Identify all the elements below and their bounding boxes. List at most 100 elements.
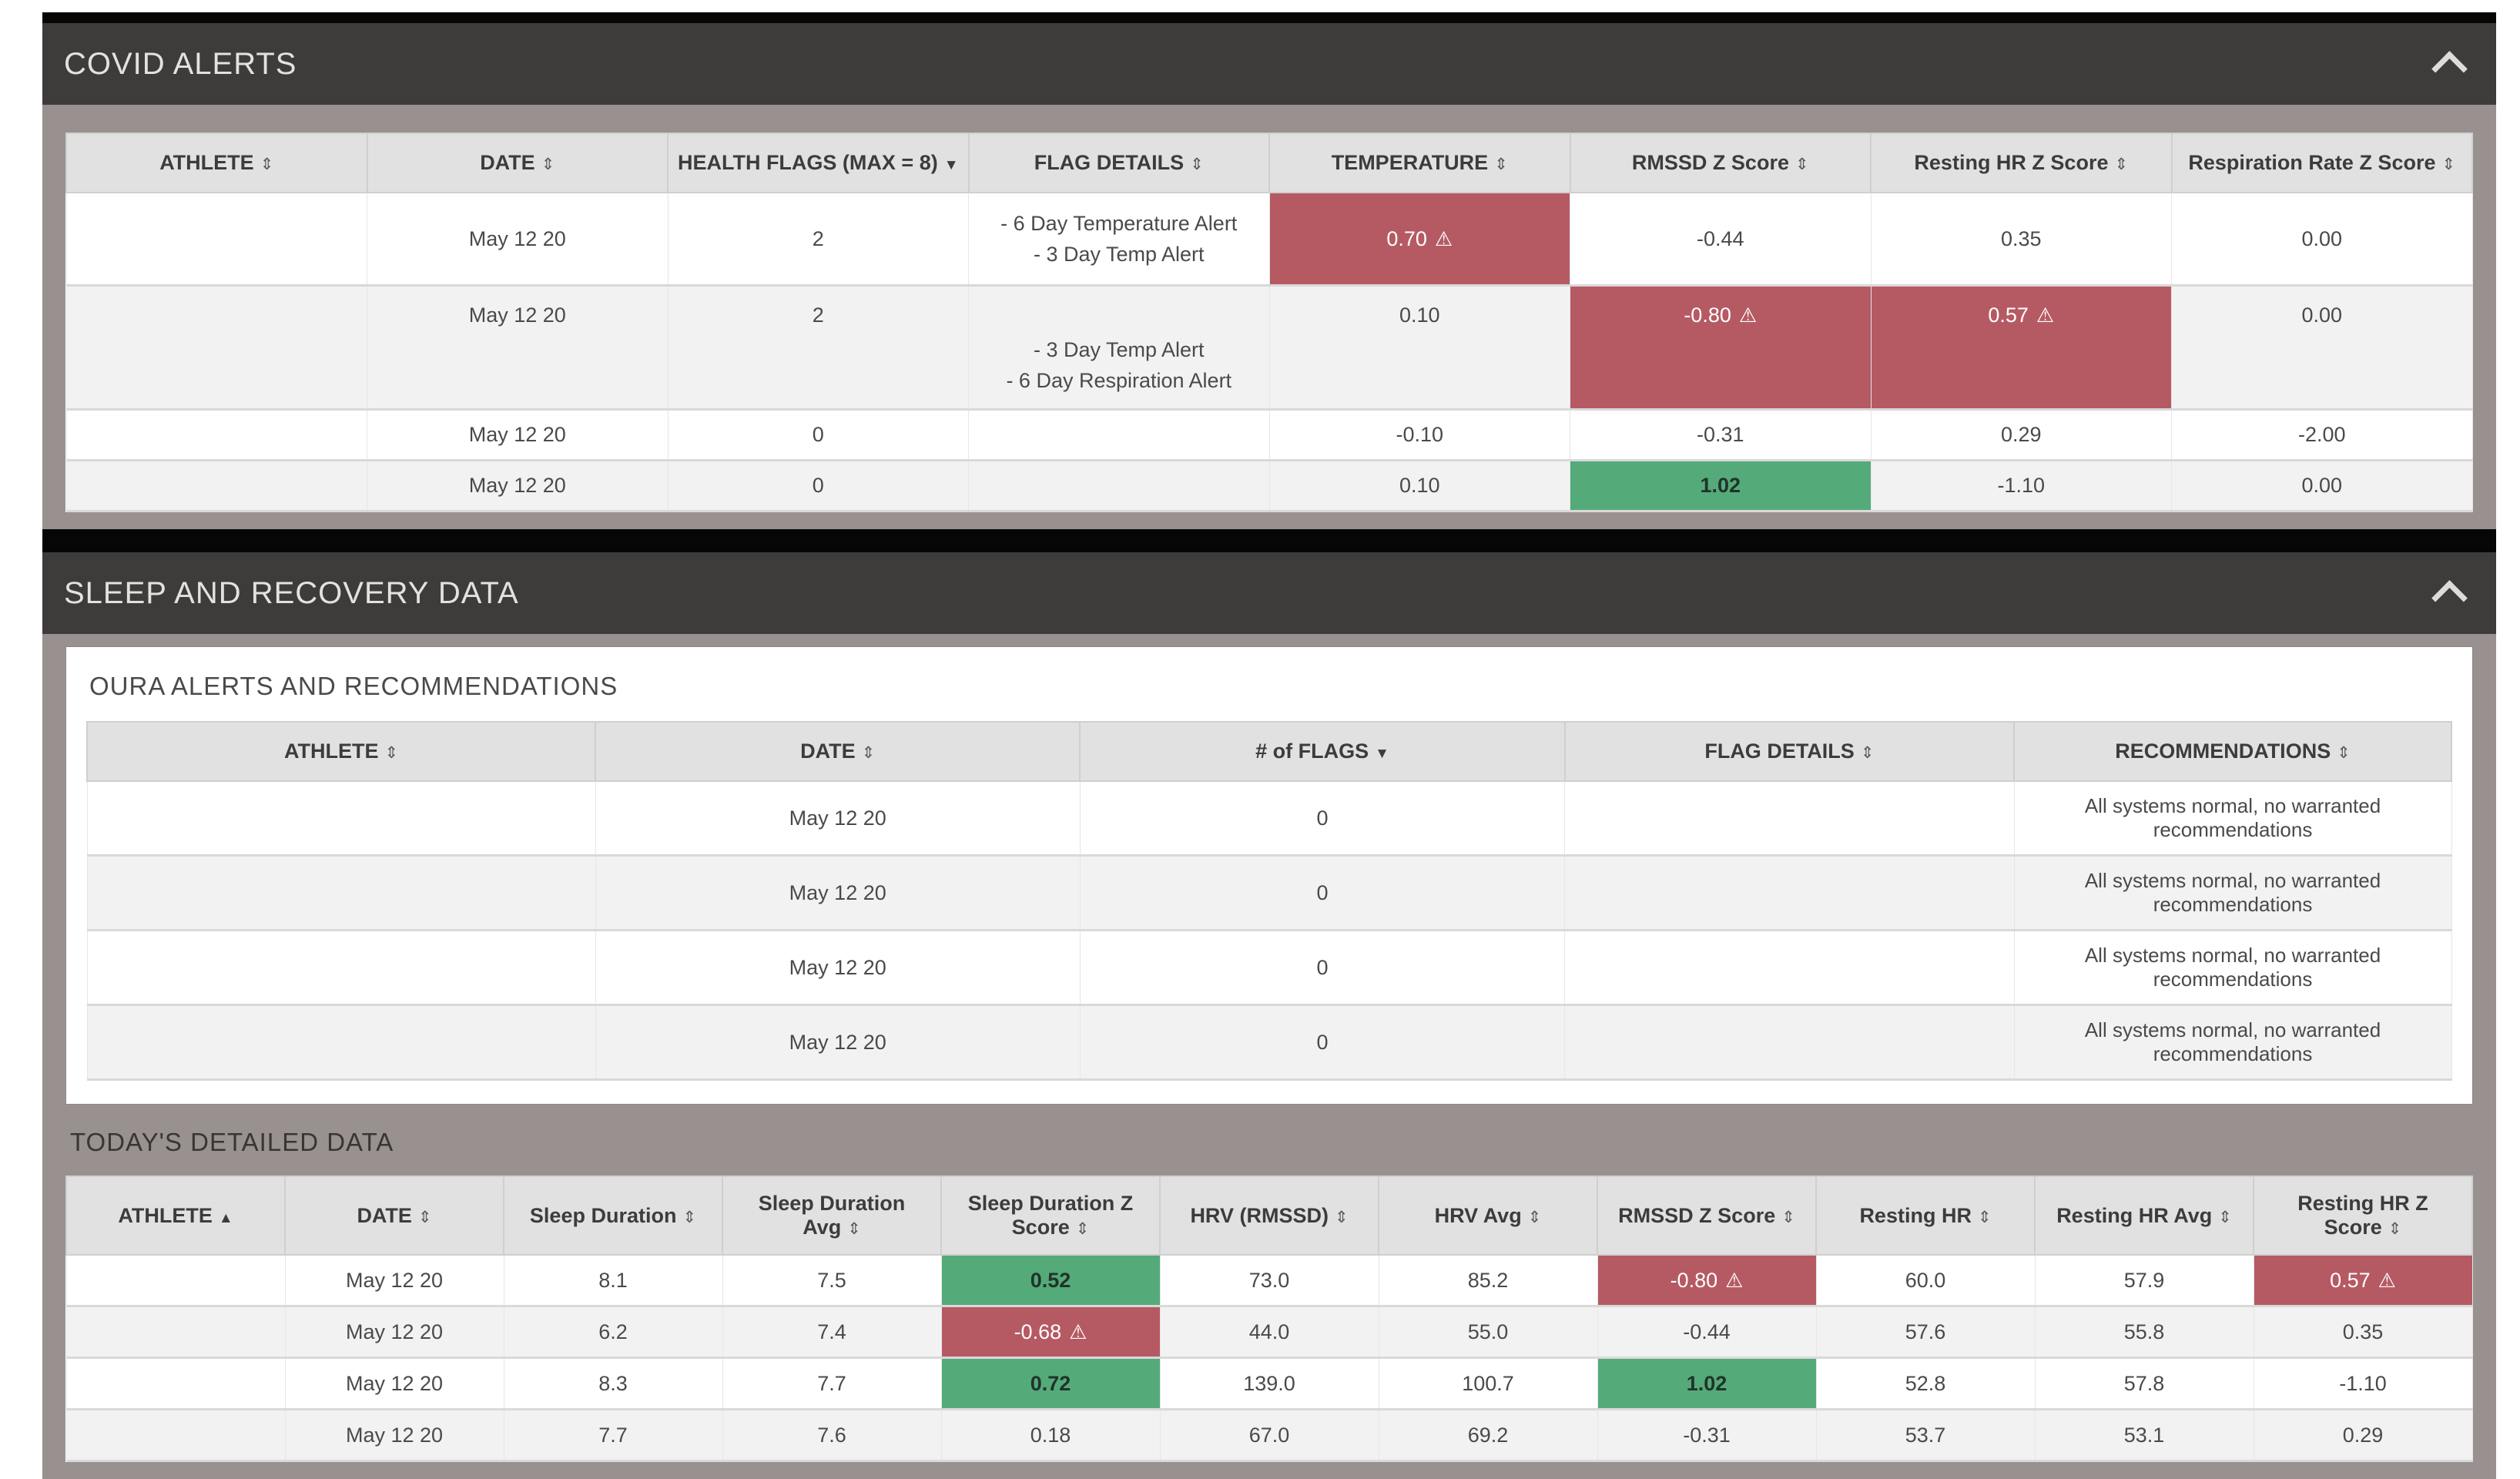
temperature-cell: 0.10 bbox=[1268, 460, 1570, 512]
sort-icon: ⇕ bbox=[384, 744, 399, 762]
column-header-num-flags[interactable]: # of FLAGS ▼ bbox=[1079, 721, 1566, 782]
column-header-temperature[interactable]: TEMPERATURE ⇕ bbox=[1268, 132, 1571, 193]
date-cell: May 12 20 bbox=[284, 1306, 504, 1359]
column-header-date[interactable]: DATE ⇕ bbox=[284, 1175, 504, 1256]
covid-table-header: ATHLETE ⇕ DATE ⇕ HEALTH FLAGS (MAX = 8) ▼ F… bbox=[65, 132, 2473, 193]
sort-icon: ⇕ bbox=[260, 156, 274, 173]
table-row: May 12 20 0 All systems normal, no warra… bbox=[86, 855, 2452, 931]
covid-alerts-section-header[interactable]: COVID ALERTS bbox=[42, 23, 2496, 105]
date-cell: May 12 20 bbox=[595, 1004, 1081, 1081]
sort-icon: ⇕ bbox=[1075, 1220, 1090, 1238]
column-header-sleep-duration-z[interactable]: Sleep Duration Z Score ⇕ bbox=[940, 1175, 1161, 1256]
column-label: RMSSD Z Score bbox=[1631, 151, 1789, 174]
resting-hr-z-cell-alert: 0.57 ⚠ bbox=[2253, 1255, 2473, 1307]
column-header-respiration-z[interactable]: Respiration Rate Z Score ⇕ bbox=[2170, 132, 2473, 193]
chevron-up-icon[interactable] bbox=[2431, 579, 2468, 616]
column-label: DATE bbox=[800, 740, 856, 763]
column-header-flag-details[interactable]: FLAG DETAILS ⇕ bbox=[1563, 721, 2016, 782]
column-header-athlete[interactable]: ATHLETE ⇕ bbox=[65, 132, 368, 193]
date-cell: May 12 20 bbox=[595, 855, 1081, 931]
column-header-sleep-duration-avg[interactable]: Sleep Duration Avg ⇕ bbox=[722, 1175, 942, 1256]
sort-asc-icon: ▲ bbox=[218, 1209, 233, 1226]
athlete-cell bbox=[65, 460, 367, 512]
rmssd-z-cell: -0.44 bbox=[1570, 193, 1872, 287]
date-cell: May 12 20 bbox=[284, 1409, 504, 1462]
column-label: Respiration Rate Z Score bbox=[2188, 151, 2436, 174]
date-cell: May 12 20 bbox=[595, 781, 1081, 857]
respiration-z-cell: 0.00 bbox=[2171, 460, 2473, 512]
dashboard-page: { "icons": { "sort_both": "⇕", "sort_des… bbox=[42, 12, 2496, 1479]
hrv-avg-cell: 100.7 bbox=[1378, 1357, 1598, 1410]
sort-icon: ⇕ bbox=[1334, 1208, 1349, 1226]
warning-icon: ⚠ bbox=[1434, 226, 1453, 250]
column-header-resting-hr-avg[interactable]: Resting HR Avg ⇕ bbox=[2034, 1175, 2254, 1256]
table-row: May 12 20 2 - 3 Day Temp Alert - 6 Day R… bbox=[65, 285, 2473, 411]
table-row: May 12 20 6.2 7.4 -0.68 ⚠ 44.0 55.0 -0.44… bbox=[65, 1306, 2473, 1359]
column-header-date[interactable]: DATE ⇕ bbox=[595, 721, 1081, 782]
rmssd-z-cell: -0.31 bbox=[1570, 409, 1872, 461]
date-cell: May 12 20 bbox=[284, 1357, 504, 1410]
sleep-recovery-section-body: OURA ALERTS AND RECOMMENDATIONS ATHLETE ⇕… bbox=[42, 634, 2496, 1479]
health-flags-cell: 2 bbox=[667, 285, 969, 411]
column-header-resting-hr-z[interactable]: Resting HR Z Score ⇕ bbox=[1870, 132, 2173, 193]
respiration-z-cell: 0.00 bbox=[2171, 285, 2473, 411]
hrv-cell: 44.0 bbox=[1159, 1306, 1379, 1359]
sort-icon: ⇕ bbox=[847, 1220, 861, 1238]
table-row: May 12 20 7.7 7.6 0.18 67.0 69.2 -0.31 5… bbox=[65, 1409, 2473, 1462]
hrv-avg-cell: 85.2 bbox=[1378, 1255, 1598, 1307]
sort-icon: ⇕ bbox=[417, 1208, 432, 1226]
table-row: May 12 20 0 All systems normal, no warra… bbox=[86, 781, 2452, 857]
resting-hr-avg-cell: 53.1 bbox=[2034, 1409, 2254, 1462]
column-header-rmssd-z[interactable]: RMSSD Z Score ⇕ bbox=[1569, 132, 1872, 193]
covid-alerts-title: COVID ALERTS bbox=[64, 46, 297, 81]
athlete-cell bbox=[86, 855, 596, 931]
column-header-health-flags[interactable]: HEALTH FLAGS (MAX = 8) ▼ bbox=[667, 132, 970, 193]
column-header-flag-details[interactable]: FLAG DETAILS ⇕ bbox=[967, 132, 1270, 193]
flag-details-cell bbox=[968, 460, 1270, 512]
column-header-resting-hr[interactable]: Resting HR ⇕ bbox=[1815, 1175, 2036, 1256]
column-header-sleep-duration[interactable]: Sleep Duration ⇕ bbox=[503, 1175, 723, 1256]
flag-details-cell bbox=[1564, 781, 2015, 857]
sleep-duration-z-cell-ok: 0.52 bbox=[940, 1255, 1161, 1307]
table-row: May 12 20 2 - 6 Day Temperature Alert - … bbox=[65, 193, 2473, 287]
column-header-recommendations[interactable]: RECOMMENDATIONS ⇕ bbox=[2013, 721, 2452, 782]
respiration-z-cell: -2.00 bbox=[2171, 409, 2473, 461]
column-header-hrv-avg[interactable]: HRV Avg ⇕ bbox=[1378, 1175, 1598, 1256]
rmssd-z-cell-ok: 1.02 bbox=[1570, 460, 1872, 512]
column-header-resting-hr-z[interactable]: Resting HR Z Score ⇕ bbox=[2253, 1175, 2473, 1256]
resting-hr-cell: 53.7 bbox=[1815, 1409, 2036, 1462]
sleep-duration-cell: 7.7 bbox=[503, 1409, 723, 1462]
rmssd-z-cell: -0.31 bbox=[1597, 1409, 1817, 1462]
resting-hr-cell: 52.8 bbox=[1815, 1357, 2036, 1410]
sleep-duration-avg-cell: 7.7 bbox=[722, 1357, 942, 1410]
sort-desc-icon: ▼ bbox=[943, 157, 959, 173]
column-label: Sleep Duration bbox=[529, 1203, 677, 1227]
rmssd-z-cell-ok: 1.02 bbox=[1597, 1357, 1817, 1410]
chevron-up-icon[interactable] bbox=[2431, 50, 2468, 87]
flag-detail-line bbox=[977, 304, 1262, 334]
column-header-hrv-rmssd[interactable]: HRV (RMSSD) ⇕ bbox=[1159, 1175, 1379, 1256]
column-label: RMSSD Z Score bbox=[1618, 1203, 1776, 1227]
cell-value: 0.57 bbox=[2330, 1268, 2371, 1292]
rmssd-z-cell-alert: -0.80 ⚠ bbox=[1570, 285, 1872, 411]
column-header-rmssd-z[interactable]: RMSSD Z Score ⇕ bbox=[1597, 1175, 1817, 1256]
column-header-athlete[interactable]: ATHLETE ⇕ bbox=[85, 721, 597, 782]
column-header-date[interactable]: DATE ⇕ bbox=[366, 132, 669, 193]
resting-hr-avg-cell: 55.8 bbox=[2034, 1306, 2254, 1359]
sort-icon: ⇕ bbox=[541, 156, 555, 173]
resting-hr-z-cell: 0.35 bbox=[1870, 193, 2172, 287]
flag-details-cell: - 3 Day Temp Alert - 6 Day Respiration A… bbox=[968, 285, 1270, 411]
warning-icon: ⚠ bbox=[2036, 304, 2055, 327]
flag-details-cell bbox=[1564, 930, 2015, 1006]
flag-details-cell bbox=[1564, 855, 2015, 931]
column-header-athlete[interactable]: ATHLETE ▲ bbox=[65, 1175, 286, 1256]
column-label: RECOMMENDATIONS bbox=[2115, 740, 2331, 763]
sleep-recovery-section-header[interactable]: SLEEP AND RECOVERY DATA bbox=[42, 552, 2496, 634]
recommendations-cell: All systems normal, no warranted recomme… bbox=[2013, 1004, 2452, 1081]
today-detailed-table: ATHLETE ▲ DATE ⇕ Sleep Duration ⇕ Sleep Dur… bbox=[65, 1175, 2473, 1462]
column-label: FLAG DETAILS bbox=[1034, 151, 1185, 174]
temperature-cell: 0.10 bbox=[1268, 285, 1570, 411]
sort-icon: ⇕ bbox=[682, 1208, 697, 1226]
table-row: May 12 20 0 All systems normal, no warra… bbox=[86, 930, 2452, 1006]
sleep-duration-cell: 8.3 bbox=[503, 1357, 723, 1410]
